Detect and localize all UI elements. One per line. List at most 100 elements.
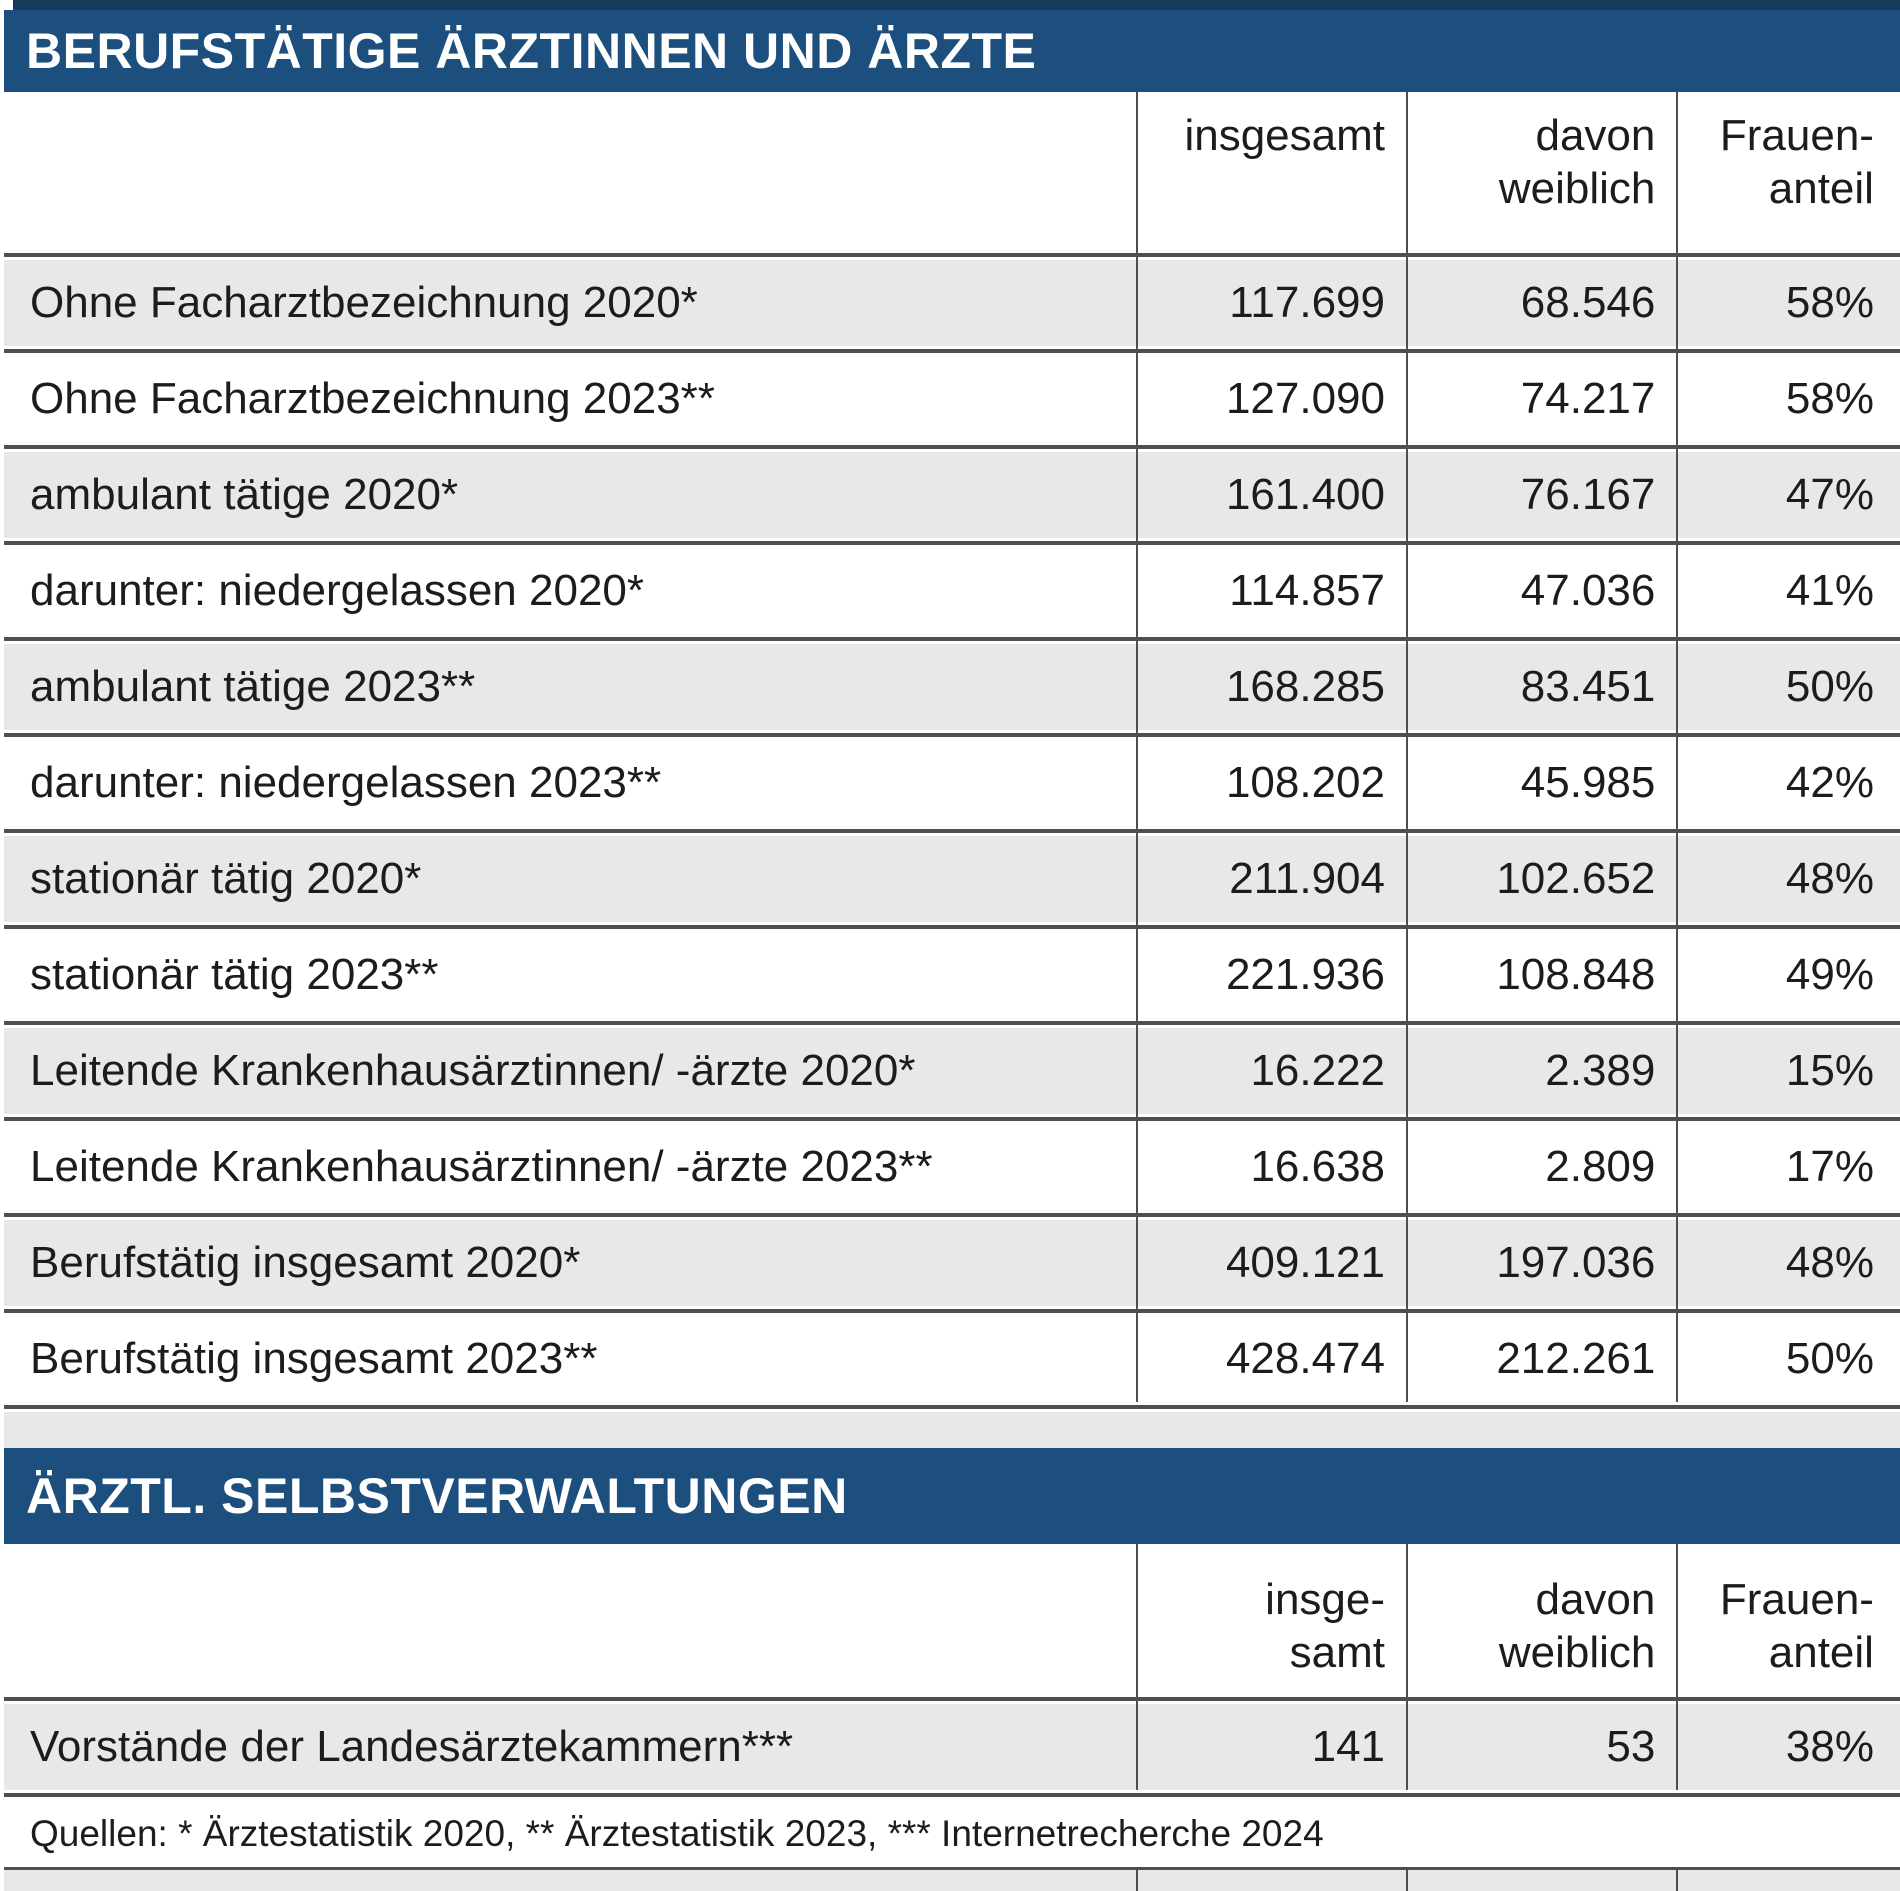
row-share: 50% — [1785, 662, 1874, 711]
header-insgesamt: insge- samt — [1265, 1575, 1386, 1678]
top-edge-line — [13, 0, 1900, 10]
row-label: darunter: niedergelassen 2020* — [30, 566, 645, 615]
table-row: Berufstätig insgesamt 2023** 428.474 212… — [4, 1316, 1900, 1402]
row-female: 74.217 — [1520, 374, 1656, 423]
column-separator-line — [1406, 1544, 1409, 1790]
row-label: Berufstätig insgesamt 2023** — [30, 1334, 598, 1383]
row-female: 47.036 — [1520, 566, 1656, 615]
table-row: Leitende Krankenhausärztinnen/ -ärzte 20… — [4, 1124, 1900, 1210]
column-separator-line — [1676, 92, 1679, 1402]
row-female: 68.546 — [1520, 278, 1656, 327]
row-divider — [4, 346, 1900, 356]
row-total: 16.638 — [1250, 1142, 1386, 1191]
row-label: Ohne Facharztbezeichnung 2023** — [30, 374, 715, 423]
table-row: darunter: niedergelassen 2023** 108.202 … — [4, 740, 1900, 826]
table-row: Leitende Krankenhausärztinnen/ -ärzte 20… — [4, 1028, 1900, 1114]
row-divider — [4, 1018, 1900, 1028]
row-divider — [4, 250, 1900, 260]
row-female: 2.389 — [1545, 1046, 1656, 1095]
table-row: darunter: niedergelassen 2020* 114.857 4… — [4, 548, 1900, 634]
row-share: 15% — [1785, 1046, 1874, 1095]
table-row: Ohne Facharztbezeichnung 2023** 127.090 … — [4, 356, 1900, 442]
header-label-column — [4, 1680, 1137, 1694]
section2-title: ÄRZTL. SELBSTVERWALTUNGEN — [26, 1468, 848, 1524]
header-davon-weiblich: davon weiblich — [1498, 1575, 1656, 1678]
row-divider — [4, 538, 1900, 548]
cutoff-next-row-strip — [4, 1867, 1900, 1891]
row-total: 117.699 — [1229, 278, 1386, 327]
row-female: 76.167 — [1520, 470, 1656, 519]
row-total: 16.222 — [1250, 1046, 1386, 1095]
column-separator-line — [1135, 1870, 1138, 1891]
row-total: 127.090 — [1225, 374, 1386, 423]
section-spacer — [4, 1412, 1900, 1448]
row-divider — [4, 442, 1900, 452]
header-frauenanteil: Frauen- anteil — [1719, 1575, 1874, 1678]
section2-title-bar: ÄRZTL. SELBSTVERWALTUNGEN — [4, 1448, 1900, 1544]
row-share: 48% — [1785, 1238, 1874, 1287]
header-davon-weiblich: davon weiblich — [1498, 111, 1656, 213]
row-label: Leitende Krankenhausärztinnen/ -ärzte 20… — [30, 1142, 933, 1191]
column-separator-line — [1135, 92, 1138, 1402]
row-share: 50% — [1785, 1334, 1874, 1383]
row-female: 53 — [1606, 1722, 1656, 1771]
row-label: Leitende Krankenhausärztinnen/ -ärzte 20… — [30, 1046, 916, 1095]
row-divider — [4, 1694, 1900, 1704]
section1-header-row: insgesamt davon weiblich Frauen- anteil — [4, 92, 1900, 250]
row-total: 114.857 — [1229, 566, 1386, 615]
row-divider — [4, 634, 1900, 644]
row-female: 2.809 — [1545, 1142, 1656, 1191]
column-separator-line — [1406, 1870, 1409, 1891]
row-total: 161.400 — [1225, 470, 1386, 519]
section1-title-bar: BERUFSTÄTIGE ÄRZTINNEN UND ÄRZTE — [4, 10, 1900, 92]
row-total: 168.285 — [1225, 662, 1386, 711]
row-total: 221.936 — [1225, 950, 1386, 999]
row-female: 102.652 — [1496, 854, 1656, 903]
row-female: 83.451 — [1520, 662, 1656, 711]
header-label-column — [4, 92, 1137, 110]
row-divider — [4, 730, 1900, 740]
header-insgesamt: insgesamt — [1184, 111, 1386, 160]
sources-footer: Quellen: * Ärztestatistik 2020, ** Ärzte… — [4, 1800, 1900, 1867]
row-divider — [4, 1114, 1900, 1124]
sources-text: Quellen: * Ärztestatistik 2020, ** Ärzte… — [30, 1812, 1324, 1854]
row-label: ambulant tätige 2020* — [30, 470, 459, 519]
row-divider — [4, 1210, 1900, 1220]
row-share: 58% — [1785, 278, 1874, 327]
row-share: 17% — [1785, 1142, 1874, 1191]
row-label: Ohne Facharztbezeichnung 2020* — [30, 278, 698, 327]
row-female: 45.985 — [1520, 758, 1656, 807]
row-share: 47% — [1785, 470, 1874, 519]
column-separator-line — [1406, 92, 1409, 1402]
row-label: stationär tätig 2020* — [30, 854, 422, 903]
row-share: 41% — [1785, 566, 1874, 615]
row-label: stationär tätig 2023** — [30, 950, 439, 999]
row-share: 38% — [1785, 1722, 1874, 1771]
infographic: BERUFSTÄTIGE ÄRZTINNEN UND ÄRZTE insgesa… — [4, 0, 1900, 1891]
section1-table: insgesamt davon weiblich Frauen- anteil … — [4, 92, 1900, 1402]
section1-title: BERUFSTÄTIGE ÄRZTINNEN UND ÄRZTE — [26, 23, 1037, 79]
column-separator-line — [1676, 1870, 1679, 1891]
row-divider — [4, 826, 1900, 836]
table-row: stationär tätig 2023** 221.936 108.848 4… — [4, 932, 1900, 1018]
row-female: 212.261 — [1496, 1334, 1656, 1383]
row-total: 141 — [1311, 1722, 1386, 1771]
row-label: darunter: niedergelassen 2023** — [30, 758, 662, 807]
section2-header-row: insge- samt davon weiblich Frauen- antei… — [4, 1544, 1900, 1694]
row-divider — [4, 1402, 1900, 1412]
table-row: ambulant tätige 2020* 161.400 76.167 47% — [4, 452, 1900, 538]
table-row: stationär tätig 2020* 211.904 102.652 48… — [4, 836, 1900, 922]
row-label: ambulant tätige 2023** — [30, 662, 476, 711]
row-total: 428.474 — [1225, 1334, 1386, 1383]
table-row: Vorstände der Landesärztekammern*** 141 … — [4, 1704, 1900, 1790]
row-divider — [4, 922, 1900, 932]
section2-table: insge- samt davon weiblich Frauen- antei… — [4, 1544, 1900, 1790]
table-row: Berufstätig insgesamt 2020* 409.121 197.… — [4, 1220, 1900, 1306]
row-label: Berufstätig insgesamt 2020* — [30, 1238, 581, 1287]
row-divider — [4, 1790, 1900, 1800]
row-female: 108.848 — [1496, 950, 1656, 999]
row-total: 409.121 — [1225, 1238, 1386, 1287]
header-frauenanteil: Frauen- anteil — [1719, 111, 1874, 213]
column-separator-line — [1676, 1544, 1679, 1790]
row-female: 197.036 — [1496, 1238, 1656, 1287]
